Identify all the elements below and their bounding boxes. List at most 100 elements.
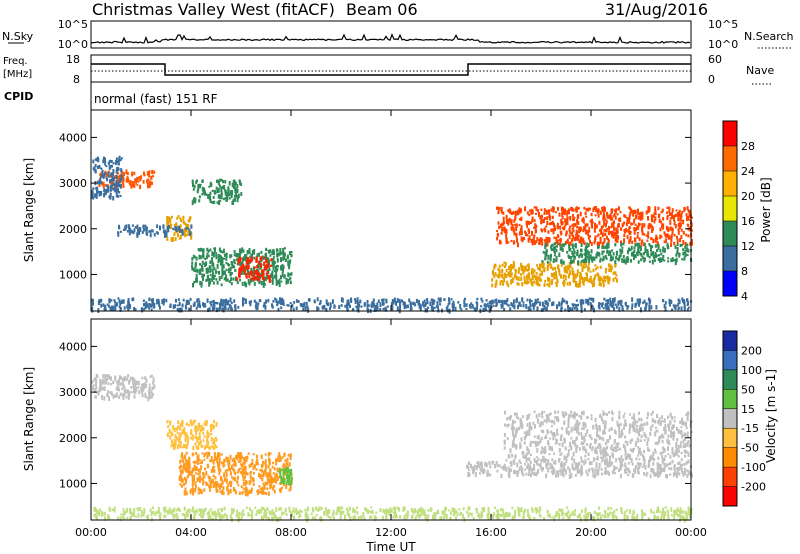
- data-cell: [622, 254, 625, 259]
- data-cell: [268, 479, 271, 484]
- data-cell: [125, 396, 128, 399]
- data-cell: [621, 458, 624, 462]
- data-cell: [675, 209, 678, 212]
- data-cell: [672, 436, 675, 441]
- data-cell: [218, 270, 220, 275]
- data-cell: [607, 306, 610, 311]
- data-cell: [118, 226, 121, 230]
- data-cell: [170, 444, 173, 448]
- data-cell: [209, 301, 212, 305]
- data-cell: [116, 171, 119, 175]
- data-cell: [627, 462, 630, 465]
- data-cell: [521, 265, 524, 268]
- data-cell: [657, 206, 660, 211]
- data-cell: [96, 165, 99, 169]
- data-cell: [188, 456, 191, 461]
- data-cell: [122, 379, 125, 382]
- data-cell: [641, 423, 644, 426]
- data-cell: [610, 264, 613, 267]
- data-cell: [133, 387, 136, 393]
- data-cell: [488, 304, 491, 309]
- data-cell: [279, 248, 282, 253]
- data-cell: [299, 303, 302, 307]
- data-cell: [215, 255, 218, 260]
- data-cell: [184, 227, 187, 230]
- data-cell: [191, 482, 194, 487]
- data-cell: [240, 272, 243, 275]
- data-cell: [122, 299, 125, 304]
- data-cell: [95, 382, 97, 386]
- data-cell: [687, 223, 690, 228]
- data-cell: [170, 431, 173, 436]
- data-cell: [104, 161, 107, 166]
- data-cell: [600, 231, 603, 235]
- data-cell: [262, 272, 265, 276]
- data-cell: [556, 432, 558, 435]
- data-cell: [528, 428, 531, 433]
- data-cell: [117, 183, 120, 188]
- data-cell: [120, 174, 123, 178]
- data-cell: [269, 474, 272, 479]
- data-cell: [195, 431, 197, 435]
- data-cell: [673, 465, 676, 471]
- data-cell: [276, 268, 279, 271]
- data-cell: [530, 221, 532, 225]
- data-cell: [566, 217, 569, 220]
- data-cell: [656, 413, 658, 419]
- data-cell: [468, 473, 471, 477]
- data-cell: [571, 511, 574, 514]
- data-cell: [495, 461, 498, 465]
- data-cell: [555, 255, 558, 261]
- data-cell: [265, 492, 268, 495]
- data-cell: [191, 261, 194, 265]
- data-cell: [613, 465, 616, 470]
- data-cell: [686, 216, 688, 222]
- data-cell: [662, 258, 664, 261]
- data-cell: [678, 299, 681, 305]
- data-cell: [595, 461, 598, 467]
- data-cell: [535, 471, 538, 477]
- data-cell: [618, 424, 620, 428]
- data-cell: [562, 260, 565, 265]
- data-cell: [243, 459, 246, 464]
- data-cell: [233, 457, 236, 461]
- data-cell: [242, 472, 245, 477]
- data-cell: [492, 301, 495, 304]
- data-cell: [185, 300, 188, 306]
- data-cell: [563, 439, 566, 444]
- data-cell: [215, 436, 217, 439]
- data-cell: [141, 376, 144, 380]
- data-cell: [122, 174, 125, 179]
- data-cell: [211, 275, 214, 281]
- data-cell: [348, 302, 350, 307]
- data-cell: [661, 439, 664, 444]
- data-cell: [517, 242, 519, 248]
- data-cell: [526, 275, 528, 279]
- data-cell: [152, 380, 155, 385]
- data-cell: [653, 256, 656, 260]
- data-cell: [571, 307, 574, 312]
- data-cell: [166, 420, 169, 424]
- data-cell: [663, 247, 666, 253]
- data-cell: [513, 444, 515, 447]
- data-cell: [115, 189, 118, 194]
- data-cell: [226, 486, 229, 492]
- data-cell: [191, 265, 193, 268]
- data-cell: [233, 460, 236, 466]
- data-cell: [664, 428, 667, 434]
- data-cell: [102, 176, 105, 179]
- data-cell: [209, 199, 212, 204]
- data-cell: [472, 465, 475, 469]
- data-cell: [544, 228, 547, 233]
- data-cell: [535, 206, 538, 211]
- data-cell: [682, 422, 685, 425]
- data-cell: [276, 302, 279, 306]
- data-cell: [121, 180, 124, 185]
- data-cell: [226, 469, 229, 472]
- data-cell: [216, 453, 219, 458]
- data-cell: [498, 299, 501, 304]
- data-cell: [191, 181, 194, 186]
- data-cell: [208, 265, 211, 270]
- data-cell: [651, 456, 654, 460]
- data-cell: [593, 308, 596, 313]
